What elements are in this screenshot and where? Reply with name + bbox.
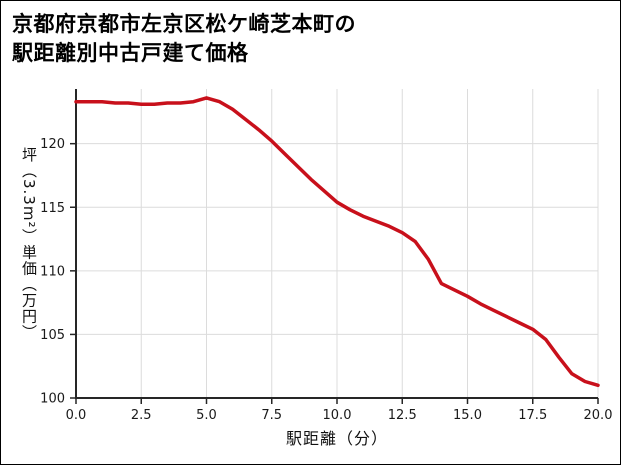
y-tick-label: 120 bbox=[40, 137, 65, 152]
x-tick-label: 12.5 bbox=[388, 408, 417, 423]
chart-title-line1: 京都府京都市左京区松ケ崎芝本町の bbox=[12, 12, 356, 36]
x-tick-label: 17.5 bbox=[518, 408, 547, 423]
y-tick-label: 115 bbox=[40, 201, 65, 216]
x-tick-label: 15.0 bbox=[453, 408, 482, 423]
chart-title-line2: 駅距離別中古戸建て価格 bbox=[12, 40, 249, 65]
chart-title: 京都府京都市左京区松ケ崎芝本町の 駅距離別中古戸建て価格 bbox=[12, 10, 356, 68]
x-tick-label: 5.0 bbox=[196, 408, 217, 423]
y-axis-label: 坪（3.3m²）単価（万円） bbox=[20, 146, 38, 341]
y-tick-label: 100 bbox=[40, 392, 65, 407]
tick-labels: 0.0 2.5 5.0 7.5 10.0 12.5 15.0 17.5 20.0 100 105 11… bbox=[40, 137, 612, 423]
x-tick-label: 2.5 bbox=[131, 408, 152, 423]
y-tick-label: 105 bbox=[40, 328, 65, 343]
tick-marks bbox=[70, 142, 599, 404]
x-tick-label: 10.0 bbox=[323, 408, 352, 423]
x-tick-label: 20.0 bbox=[584, 408, 613, 423]
x-tick-label: 0.0 bbox=[66, 408, 87, 423]
x-tick-label: 7.5 bbox=[261, 408, 282, 423]
gridlines bbox=[75, 89, 599, 399]
y-tick-label: 110 bbox=[40, 264, 65, 279]
price-line bbox=[74, 96, 600, 388]
x-axis-label: 駅距離（分） bbox=[285, 429, 388, 448]
